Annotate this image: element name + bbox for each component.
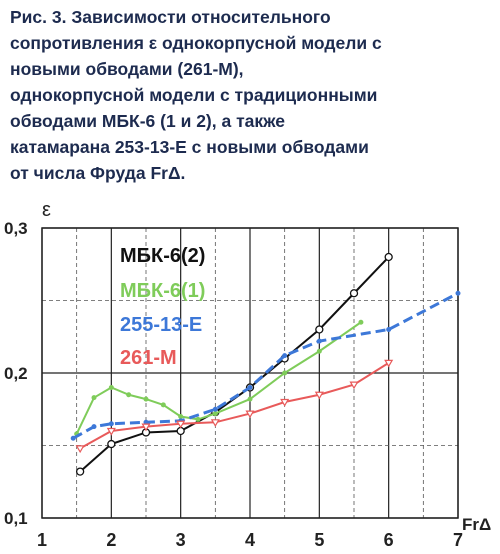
marker: [212, 406, 218, 412]
caption-line: Рис. 3. Зависимости относительного: [10, 7, 331, 27]
marker: [75, 467, 85, 476]
marker: [212, 411, 218, 417]
marker: [178, 414, 184, 419]
marker: [315, 325, 324, 334]
marker: [91, 424, 97, 430]
marker: [176, 420, 186, 429]
marker: [70, 435, 76, 441]
legend-label: 261-М: [120, 347, 177, 369]
series-line: [79, 362, 390, 450]
x-tick-label: 1: [37, 530, 47, 550]
marker: [210, 419, 220, 427]
caption-line: сопротивления ε однокорпусной модели с: [10, 33, 382, 53]
marker: [107, 439, 116, 449]
marker: [247, 396, 253, 402]
marker: [349, 289, 359, 298]
series-line: [72, 291, 459, 440]
x-tick-label: 2: [106, 530, 116, 550]
y-tick-label: 0,2: [4, 364, 28, 383]
marker: [282, 370, 288, 376]
marker: [143, 396, 149, 402]
marker: [384, 359, 394, 368]
caption: Рис. 3. Зависимости относительного сопрот…: [10, 4, 495, 186]
marker: [247, 385, 253, 390]
legend-label: МБК-6(2): [120, 245, 205, 267]
x-tick-label: 3: [176, 530, 186, 550]
marker: [316, 338, 322, 344]
y-axis-label: ε: [42, 199, 51, 221]
marker: [91, 395, 97, 401]
marker: [195, 416, 201, 422]
caption-line: катамарана 253-13-Е с новыми обводами: [10, 137, 369, 157]
marker: [106, 427, 116, 436]
marker: [160, 402, 166, 408]
marker: [108, 421, 114, 427]
marker: [282, 353, 288, 359]
marker: [176, 426, 185, 436]
marker: [280, 398, 290, 407]
marker: [384, 252, 393, 262]
marker: [349, 381, 359, 390]
legend-label: 255-13-Е: [120, 314, 202, 336]
caption-line: новыми обводами (261-М),: [10, 59, 244, 79]
marker: [245, 410, 255, 419]
legend-label: МБК-6(1): [120, 280, 205, 302]
x-tick-label: 7: [453, 530, 463, 550]
marker: [316, 348, 322, 354]
marker: [75, 445, 85, 454]
x-tick-label: 4: [245, 530, 255, 550]
marker: [358, 319, 364, 325]
y-tick-label: 0,3: [4, 219, 28, 238]
x-tick-label: 5: [314, 530, 324, 550]
marker: [141, 423, 151, 432]
caption-line: от числа Фруда FrΔ.: [10, 163, 186, 183]
caption-line: однокорпусной модели с традиционными: [10, 85, 378, 105]
marker: [386, 327, 392, 332]
x-axis-label: FrΔ: [462, 515, 491, 534]
y-tick-label: 0,1: [4, 509, 28, 528]
marker: [108, 385, 114, 390]
caption-line: обводами МБК-6 (1 и 2), а также: [10, 111, 286, 131]
x-tick-label: 6: [384, 530, 394, 550]
marker: [314, 391, 324, 400]
plot-frame: [41, 227, 459, 519]
marker: [126, 392, 132, 398]
marker: [455, 290, 461, 296]
